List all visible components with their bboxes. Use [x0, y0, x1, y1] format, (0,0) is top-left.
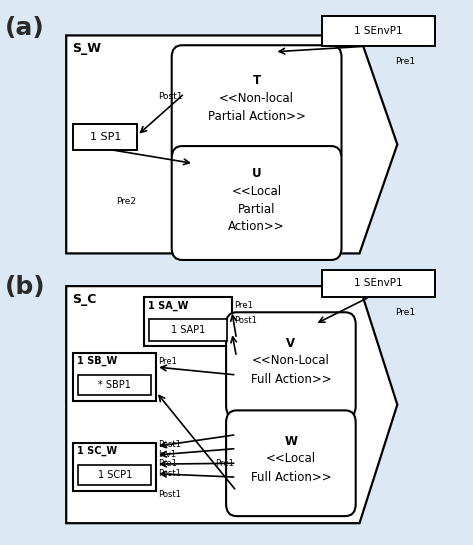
Text: Inv1: Inv1	[158, 450, 176, 458]
Text: 1 SCP1: 1 SCP1	[97, 470, 132, 480]
Polygon shape	[66, 35, 397, 253]
Bar	[73, 124, 137, 150]
Bar	[149, 319, 227, 341]
Text: 1 SA_W: 1 SA_W	[148, 300, 188, 311]
Text: W: W	[284, 435, 298, 448]
Polygon shape	[66, 286, 397, 523]
Text: U: U	[252, 167, 262, 179]
Bar	[322, 270, 435, 297]
Text: Pre1: Pre1	[158, 357, 177, 366]
Text: 1 SC_W: 1 SC_W	[77, 446, 117, 456]
Text: Post1: Post1	[234, 316, 256, 325]
Text: <<Non-local: <<Non-local	[219, 92, 294, 105]
Text: Post1: Post1	[158, 440, 181, 449]
Text: Pre1: Pre1	[395, 308, 415, 317]
FancyBboxPatch shape	[226, 312, 356, 418]
Text: (a): (a)	[5, 16, 44, 40]
Text: V: V	[286, 337, 296, 350]
Bar	[78, 375, 151, 395]
Text: 1 SEnvP1: 1 SEnvP1	[354, 26, 403, 37]
Bar	[73, 353, 156, 401]
Text: Full Action>>: Full Action>>	[251, 471, 331, 484]
Text: <<Local: <<Local	[266, 452, 316, 465]
Text: Pre1: Pre1	[234, 301, 253, 310]
Text: Post1: Post1	[158, 92, 183, 101]
FancyBboxPatch shape	[172, 45, 342, 165]
Text: Pre1: Pre1	[215, 459, 234, 468]
Text: 1 SB_W: 1 SB_W	[77, 356, 117, 366]
Text: S_W: S_W	[72, 42, 101, 55]
Text: Partial Action>>: Partial Action>>	[208, 111, 306, 123]
FancyBboxPatch shape	[226, 410, 356, 516]
Bar	[78, 465, 151, 485]
Text: Post1: Post1	[158, 469, 181, 478]
Text: T: T	[253, 74, 261, 87]
Text: S_C: S_C	[72, 293, 96, 306]
Text: (b): (b)	[5, 275, 45, 299]
Text: Partial: Partial	[238, 203, 275, 215]
Bar	[73, 443, 156, 490]
Text: Pre1: Pre1	[395, 57, 415, 66]
Text: <<Local: <<Local	[232, 185, 281, 197]
Text: 1 SAP1: 1 SAP1	[171, 325, 205, 335]
Bar	[322, 16, 435, 46]
Bar	[144, 297, 232, 346]
Text: 1 SEnvP1: 1 SEnvP1	[354, 278, 403, 288]
Text: Pre2: Pre2	[116, 197, 136, 207]
Text: <<Non-Local: <<Non-Local	[252, 354, 330, 367]
Text: * SBP1: * SBP1	[98, 380, 131, 390]
Text: Full Action>>: Full Action>>	[251, 373, 331, 386]
Text: 1 SP1: 1 SP1	[89, 132, 121, 142]
Text: Pre1: Pre1	[158, 459, 177, 468]
Text: Action>>: Action>>	[228, 221, 285, 233]
FancyBboxPatch shape	[172, 146, 342, 260]
Text: Post1: Post1	[158, 490, 181, 499]
